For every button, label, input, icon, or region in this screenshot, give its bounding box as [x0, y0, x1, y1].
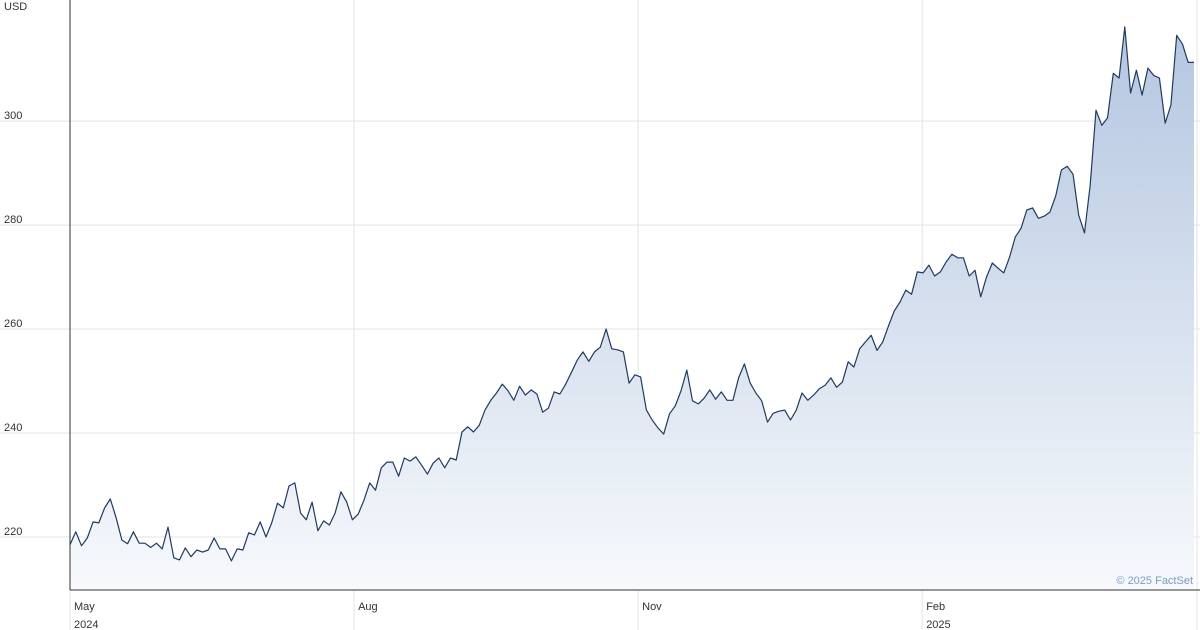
y-axis-label: USD — [4, 1, 27, 13]
x-tick-label: Feb — [926, 601, 945, 613]
area-fill — [70, 27, 1194, 590]
y-tick-label: 220 — [4, 526, 22, 538]
y-tick-label: 260 — [4, 318, 22, 330]
axes: 220240260280300May2024AugNovFeb2025May — [4, 0, 1200, 630]
x-tick-label: May — [74, 601, 95, 613]
credit: © 2025 FactSet — [1116, 575, 1193, 587]
y-tick-label: 300 — [4, 110, 22, 122]
y-tick-label: 240 — [4, 422, 22, 434]
price-line — [69, 26, 1194, 562]
x-tick-year: 2025 — [926, 619, 950, 630]
y-tick-label: 280 — [4, 214, 22, 226]
x-tick-year: 2024 — [74, 619, 98, 630]
plot — [69, 26, 1194, 590]
x-tick-label: Aug — [358, 601, 378, 613]
x-tick-label: Nov — [642, 601, 662, 613]
